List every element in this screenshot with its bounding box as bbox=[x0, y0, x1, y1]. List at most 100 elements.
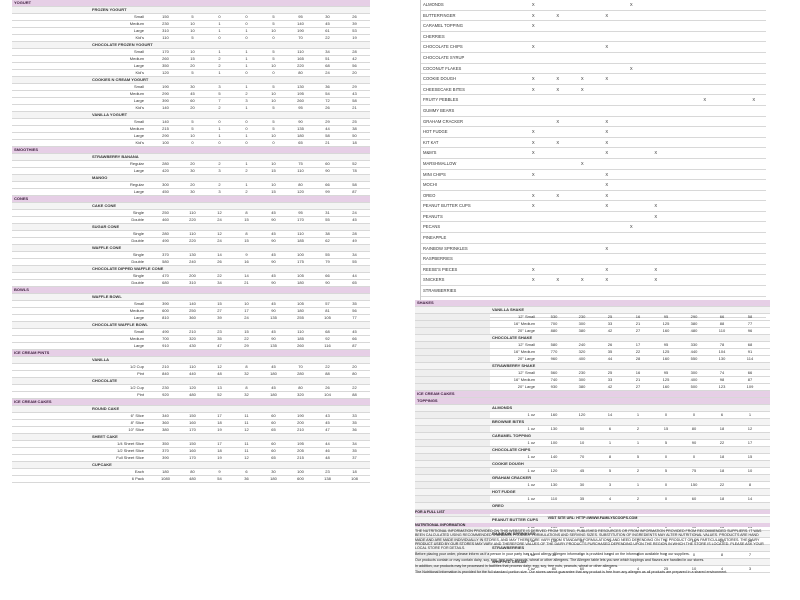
cell: 88 bbox=[325, 371, 330, 376]
data-row: 12" Small 530 230 25 16 95 290 66 58 bbox=[415, 314, 770, 321]
cell: 170 bbox=[189, 427, 196, 432]
cell: 2 bbox=[218, 161, 221, 166]
cell: 110 bbox=[189, 231, 196, 236]
cell: 26 bbox=[217, 259, 222, 264]
cell: 19 bbox=[217, 427, 222, 432]
cell: 95 bbox=[663, 370, 669, 375]
cell: 17 bbox=[747, 440, 753, 445]
cell: 1 bbox=[636, 440, 640, 445]
cell: 30 bbox=[190, 168, 195, 173]
allergen-name: COOKIE DOUGH bbox=[423, 76, 457, 82]
cell: 87 bbox=[352, 189, 357, 194]
cell: 25 bbox=[607, 370, 613, 375]
cell: 78 bbox=[352, 168, 357, 173]
row-label: 1/2 Sheet Slice bbox=[117, 448, 144, 453]
cell: 380 bbox=[162, 427, 169, 432]
cell: 15 bbox=[271, 189, 276, 194]
allergen-mark: X bbox=[629, 65, 633, 71]
cell: 60 bbox=[579, 566, 585, 571]
cell: 8 bbox=[720, 552, 724, 557]
cell: 480 bbox=[189, 476, 196, 481]
cell: 54 bbox=[325, 91, 330, 96]
allergen-row: MINI CHIPS X X bbox=[421, 170, 766, 181]
group-row: HOT FUDGE bbox=[415, 489, 770, 496]
cell: 160 bbox=[662, 384, 670, 389]
cell: 500 bbox=[690, 384, 698, 389]
cell: 2 bbox=[245, 91, 248, 96]
row-label: Medium bbox=[129, 126, 144, 131]
allergen-mark: X bbox=[654, 266, 658, 272]
allergen-mark: X bbox=[556, 139, 560, 145]
visit: VISIT SITE URL: HTTP://WWW.FAMILYSCOOPS.… bbox=[547, 516, 638, 521]
group-name: VANILLA YOGURT bbox=[92, 112, 128, 117]
data-row: 1 oz 120 45 5 2 5 75 18 10 bbox=[415, 468, 770, 475]
row-label: 1/2 Cup bbox=[129, 364, 144, 369]
data-row: 6" Slice 340 150 17 11 60 190 43 33 bbox=[12, 413, 370, 420]
cell: 54 bbox=[217, 476, 222, 481]
row-label: Single bbox=[132, 231, 144, 236]
data-row: Single 280 110 12 8 45 110 38 28 bbox=[12, 231, 370, 238]
cell: 21 bbox=[325, 140, 330, 145]
cell: 2 bbox=[636, 468, 640, 473]
cell: 1 bbox=[245, 56, 248, 61]
cell: 125 bbox=[662, 377, 670, 382]
allergen-mark: X bbox=[605, 129, 609, 135]
section-title: YOGURT bbox=[14, 0, 32, 5]
cell: 104 bbox=[718, 349, 726, 354]
allergen-name: HOT FUDGE bbox=[423, 129, 448, 135]
cell: 23 bbox=[325, 469, 330, 474]
data-row: Pint 920 480 52 32 180 320 104 88 bbox=[12, 392, 370, 399]
cell: 140 bbox=[162, 105, 169, 110]
allergen-name: MARSHMALLOW bbox=[423, 160, 457, 166]
group-row: CHOCOLATE FROZEN YOGURT bbox=[12, 42, 370, 49]
cell: 3 bbox=[608, 482, 612, 487]
section-row: CONES bbox=[12, 196, 370, 203]
cell: 22 bbox=[325, 364, 330, 369]
row-label: Medium bbox=[129, 21, 144, 26]
allergen-row: CHERRIES bbox=[421, 32, 766, 43]
cell: 920 bbox=[162, 392, 169, 397]
cell: 15 bbox=[244, 329, 249, 334]
cell: 70 bbox=[298, 364, 303, 369]
allergen-name: SNICKERS bbox=[423, 277, 445, 283]
cell: 240 bbox=[189, 259, 196, 264]
cell: 99 bbox=[325, 189, 330, 194]
cell: 0 bbox=[664, 552, 668, 557]
allergen-mark: X bbox=[605, 203, 609, 209]
cell: 44 bbox=[352, 273, 357, 278]
section-row: BOWLS bbox=[12, 287, 370, 294]
group-name: COOKIES N CREAM YOGURT bbox=[92, 77, 149, 82]
allergen-mark: X bbox=[605, 76, 609, 82]
cell: 290 bbox=[690, 314, 698, 319]
cell: 25 bbox=[607, 314, 613, 319]
cell: 45 bbox=[579, 468, 585, 473]
allergen-row: BUTTERFINGER X X X bbox=[421, 11, 766, 22]
row-label: 1 oz bbox=[527, 538, 535, 543]
cell: 5 bbox=[272, 126, 275, 131]
data-row: 12" Small 580 240 26 17 95 330 78 68 bbox=[415, 342, 770, 349]
cell: 6 bbox=[720, 412, 724, 417]
cell: 28 bbox=[635, 356, 641, 361]
allergen-name: RASPBERRIES bbox=[423, 256, 453, 262]
cell: 50 bbox=[352, 133, 357, 138]
cell: 210 bbox=[162, 364, 169, 369]
group-name: GRAHAM CRACKER bbox=[492, 475, 532, 480]
cell: 11 bbox=[244, 420, 249, 425]
cell: 560 bbox=[550, 370, 558, 375]
cell: 0 bbox=[218, 14, 221, 19]
cell: 120 bbox=[162, 70, 169, 75]
group-row: CHOCOLATE bbox=[12, 378, 370, 385]
cell: 18 bbox=[719, 426, 725, 431]
row-label: Double bbox=[131, 238, 144, 243]
data-row: Single 370 130 14 9 45 100 55 34 bbox=[12, 252, 370, 259]
data-row: 20" Large 960 400 44 28 160 550 130 114 bbox=[415, 356, 770, 363]
cell: 2 bbox=[218, 63, 221, 68]
cell: 36 bbox=[325, 84, 330, 89]
cell: 340 bbox=[162, 413, 169, 418]
allergen-mark: X bbox=[629, 2, 633, 7]
cell: 250 bbox=[162, 210, 169, 215]
cell: 80 bbox=[298, 70, 303, 75]
cell: 27 bbox=[217, 308, 222, 313]
cell: 138 bbox=[324, 476, 331, 481]
cell: 350 bbox=[162, 441, 169, 446]
